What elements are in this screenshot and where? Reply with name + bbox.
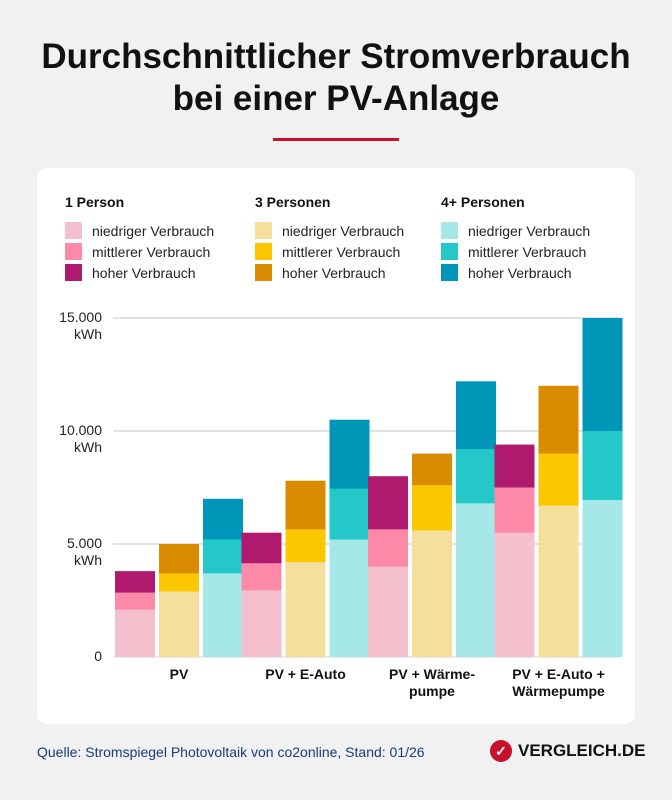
bar-niedriger xyxy=(241,590,282,657)
bar-niedriger xyxy=(285,562,326,657)
y-tick-label: 10.000 xyxy=(59,422,102,438)
legend-label: mittlerer Verbrauch xyxy=(92,243,211,260)
legend-item: hoher Verbrauch xyxy=(441,262,590,283)
legend-label: hoher Verbrauch xyxy=(282,264,386,281)
legend-label: niedriger Verbrauch xyxy=(468,222,591,239)
legend-label: niedriger Verbrauch xyxy=(92,222,215,239)
x-category-label: pumpe xyxy=(409,683,455,699)
legend-swatch xyxy=(441,243,458,260)
legend-group-title: 3 Personen xyxy=(255,194,331,210)
bar-niedriger xyxy=(494,532,535,657)
bar-niedriger xyxy=(582,499,623,657)
legend-item: hoher Verbrauch xyxy=(255,262,404,283)
legend-swatch xyxy=(255,222,272,239)
legend-label: mittlerer Verbrauch xyxy=(282,243,401,260)
bar-niedriger xyxy=(159,591,199,657)
x-category-label: PV + E-Auto + xyxy=(512,666,605,682)
legend-swatch xyxy=(441,222,458,239)
legend-swatch xyxy=(65,264,82,281)
title-line-1: Durchschnittlicher Stromverbrauch xyxy=(41,37,631,76)
x-category-label: Wärmepumpe xyxy=(512,683,605,699)
y-tick-label: kWh xyxy=(74,552,102,568)
legend-group-title: 4+ Personen xyxy=(441,194,525,210)
x-category-label: PV xyxy=(170,666,189,682)
bar-niedriger xyxy=(203,573,243,657)
legend-swatch xyxy=(255,264,272,281)
bar-niedriger xyxy=(368,566,408,657)
legend-item: mittlerer Verbrauch xyxy=(255,241,404,262)
bar-niedriger xyxy=(456,503,496,657)
legend-group: 1 Person niedriger Verbrauch mittlerer Ver… xyxy=(65,194,214,283)
y-tick-label: kWh xyxy=(74,326,102,342)
page-title: Durchschnittlicher Stromverbrauch bei ei… xyxy=(0,36,672,120)
legend-item: hoher Verbrauch xyxy=(65,262,214,283)
legend-group: 3 Personen niedriger Verbrauch mittlerer V… xyxy=(255,194,404,283)
legend-swatch xyxy=(441,264,458,281)
title-divider xyxy=(273,138,399,141)
legend-group-title: 1 Person xyxy=(65,194,125,210)
legend-swatch xyxy=(65,243,82,260)
source-text: Quelle: Stromspiegel Photovoltaik von co… xyxy=(37,744,425,760)
y-tick-label: 15.000 xyxy=(59,309,102,325)
legend-label: niedriger Verbrauch xyxy=(282,222,405,239)
chart-card: 1 Person niedriger Verbrauch mittlerer Ver… xyxy=(37,168,635,724)
legend-item: mittlerer Verbrauch xyxy=(65,241,214,262)
legend-item: niedriger Verbrauch xyxy=(65,220,214,241)
bar-niedriger xyxy=(538,505,579,657)
x-category-label: PV + E-Auto xyxy=(265,666,346,682)
y-tick-label: 5.000 xyxy=(67,535,102,551)
legend-label: hoher Verbrauch xyxy=(468,264,572,281)
y-tick-label: 0 xyxy=(94,648,102,664)
legend-label: hoher Verbrauch xyxy=(92,264,196,281)
legend-group: 4+ Personen niedriger Verbrauch mittlerer … xyxy=(441,194,590,283)
title-line-2: bei einer PV-Anlage xyxy=(172,79,500,118)
logo: ✓ VERGLEICH.DE xyxy=(490,740,646,762)
x-category-label: PV + Wärme- xyxy=(389,666,475,682)
legend-swatch xyxy=(255,243,272,260)
check-icon: ✓ xyxy=(490,740,512,762)
bar-niedriger xyxy=(329,539,370,657)
legend-swatch xyxy=(65,222,82,239)
bar-niedriger xyxy=(412,530,452,657)
bar-niedriger xyxy=(115,609,155,657)
legend-label: mittlerer Verbrauch xyxy=(468,243,587,260)
y-tick-label: kWh xyxy=(74,439,102,455)
logo-text: VERGLEICH.DE xyxy=(518,741,646,760)
legend-item: niedriger Verbrauch xyxy=(255,220,404,241)
legend-item: niedriger Verbrauch xyxy=(441,220,590,241)
legend-item: mittlerer Verbrauch xyxy=(441,241,590,262)
